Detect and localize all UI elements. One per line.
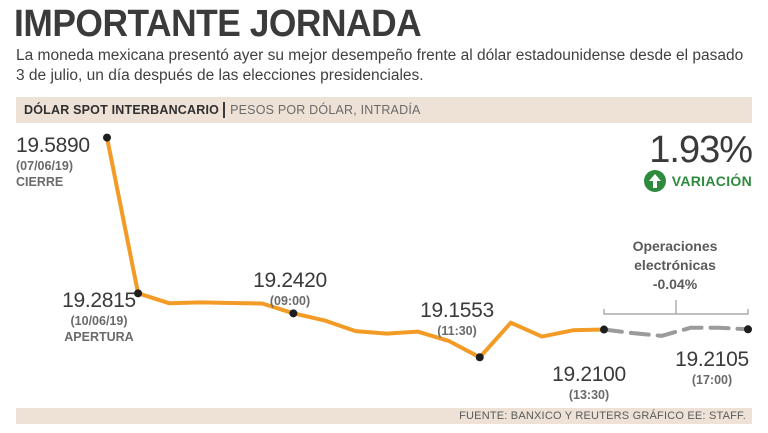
annotation-close: 19.5890 (07/06/19) CIERRE: [16, 134, 90, 190]
electronic-series-line: [602, 325, 750, 338]
point-close: [103, 133, 111, 142]
variation-indicator: VARIACIÓN: [643, 170, 752, 192]
annotation-open: 19.2815 (10/06/19) APERTURA: [44, 289, 154, 345]
annotation-0900-value: 19.2420: [253, 269, 327, 292]
header-divider: [223, 102, 226, 118]
main-series-line: [105, 135, 606, 360]
electronic-note-line3: -0.04%: [652, 276, 698, 292]
annotation-1700-value: 19.2105: [675, 348, 749, 371]
annotation-close-note: CIERRE: [16, 175, 64, 189]
annotation-1130: 19.1553 (11:30): [402, 299, 512, 339]
subtitle: La moneda mexicana presentó ayer su mejo…: [16, 47, 744, 84]
chart-header-title: DÓLAR SPOT INTERBANCARIO: [24, 103, 220, 117]
annotation-close-value: 19.5890: [16, 134, 90, 157]
annotation-1130-value: 19.1553: [420, 299, 494, 322]
chart-header-subtitle: PESOS POR DÓLAR, INTRADÍA: [230, 103, 421, 117]
chart-header-bar: DÓLAR SPOT INTERBANCARIO PESOS POR DÓLAR…: [16, 97, 752, 123]
point-1330: [600, 325, 608, 334]
annotation-close-date: (07/06/19): [16, 159, 73, 173]
annotation-1330-date: (13:30): [568, 388, 610, 402]
page-title: IMPORTANTE JORNADA: [14, 3, 422, 45]
electronic-operations-note: Operaciones electrónicas -0.04%: [614, 237, 736, 294]
annotation-open-note: APERTURA: [64, 330, 134, 344]
source-footer: FUENTE: BANXICO Y REUTERS GRÁFICO EE: ST…: [16, 408, 752, 424]
annotation-0900-date: (09:00): [269, 294, 311, 308]
annotation-1130-date: (11:30): [437, 324, 477, 338]
annotation-open-date: (10/06/19): [70, 314, 128, 328]
annotation-1330: 19.2100 (13:30): [534, 363, 644, 403]
annotation-1330-value: 19.2100: [552, 363, 626, 386]
variation-value: 1.93%: [649, 129, 753, 171]
annotation-1700-date: (17:00): [691, 373, 733, 387]
point-0900: [289, 309, 298, 318]
annotation-0900: 19.2420 (09:00): [230, 269, 350, 309]
annotation-open-value: 19.2815: [62, 289, 136, 312]
annotation-1700: 19.2105 (17:00): [660, 348, 764, 388]
point-1130: [475, 353, 484, 362]
up-arrow-icon: [643, 170, 666, 192]
point-open: [134, 289, 143, 298]
electronic-note-line2: electrónicas: [634, 257, 716, 273]
point-1700: [744, 325, 752, 334]
electronic-note-line1: Operaciones: [632, 238, 718, 254]
variation-label: VARIACIÓN: [671, 173, 752, 189]
